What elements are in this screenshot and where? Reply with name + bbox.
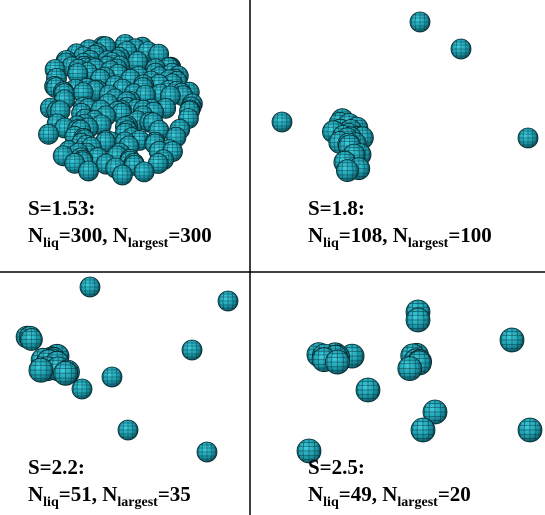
panel-label: S=1.53: [28, 196, 95, 220]
count-text: N [28, 223, 43, 247]
count-text: =49, N [339, 482, 398, 506]
subscript: liq [43, 236, 59, 251]
subscript: liq [323, 495, 339, 510]
count-text: N [308, 482, 323, 506]
count-text: =108, N [339, 223, 408, 247]
count-text: N [308, 223, 323, 247]
sphere [134, 162, 154, 182]
count-text: =20 [438, 482, 471, 506]
sphere [197, 442, 217, 462]
sphere [118, 420, 138, 440]
panel-counts: Nliq=49, Nlargest=20 [308, 482, 471, 510]
sphere [218, 291, 238, 311]
count-text: =100 [448, 223, 491, 247]
count-text: =300 [168, 223, 211, 247]
sphere [398, 357, 422, 381]
sphere [406, 308, 430, 332]
sphere [451, 39, 471, 59]
count-text: =35 [158, 482, 191, 506]
panel-counts: Nliq=108, Nlargest=100 [308, 223, 492, 251]
sphere [325, 350, 349, 374]
sphere [79, 161, 99, 181]
subscript: largest [128, 236, 169, 251]
sphere [336, 160, 358, 182]
panel-label: S=2.5: [308, 455, 365, 479]
figure: S=1.53:Nliq=300, Nlargest=300S=1.8:Nliq=… [0, 0, 545, 515]
sphere [518, 418, 542, 442]
subscript: liq [323, 236, 339, 251]
sphere [102, 367, 122, 387]
page: {"panels": [ {"label": "S=1.53:", "line2… [0, 0, 545, 515]
sphere [54, 361, 78, 385]
sphere [29, 358, 53, 382]
panel-label: S=1.8: [308, 196, 365, 220]
panel-counts: Nliq=300, Nlargest=300 [28, 223, 212, 251]
sphere [411, 418, 435, 442]
count-text: =51, N [59, 482, 118, 506]
sphere [500, 328, 524, 352]
sphere [39, 124, 59, 144]
sphere [410, 12, 430, 32]
sphere [112, 165, 132, 185]
subscript: liq [43, 495, 59, 510]
panel-counts: Nliq=51, Nlargest=35 [28, 482, 191, 510]
sphere [20, 329, 42, 351]
sphere [272, 112, 292, 132]
count-text: N [28, 482, 43, 506]
panel-label: S=2.2: [28, 455, 85, 479]
count-text: =300, N [59, 223, 128, 247]
sphere [356, 378, 380, 402]
subscript: largest [408, 236, 449, 251]
sphere [518, 128, 538, 148]
sphere [182, 340, 202, 360]
subscript: largest [397, 495, 438, 510]
sphere [72, 379, 92, 399]
sphere [80, 277, 100, 297]
subscript: largest [117, 495, 158, 510]
